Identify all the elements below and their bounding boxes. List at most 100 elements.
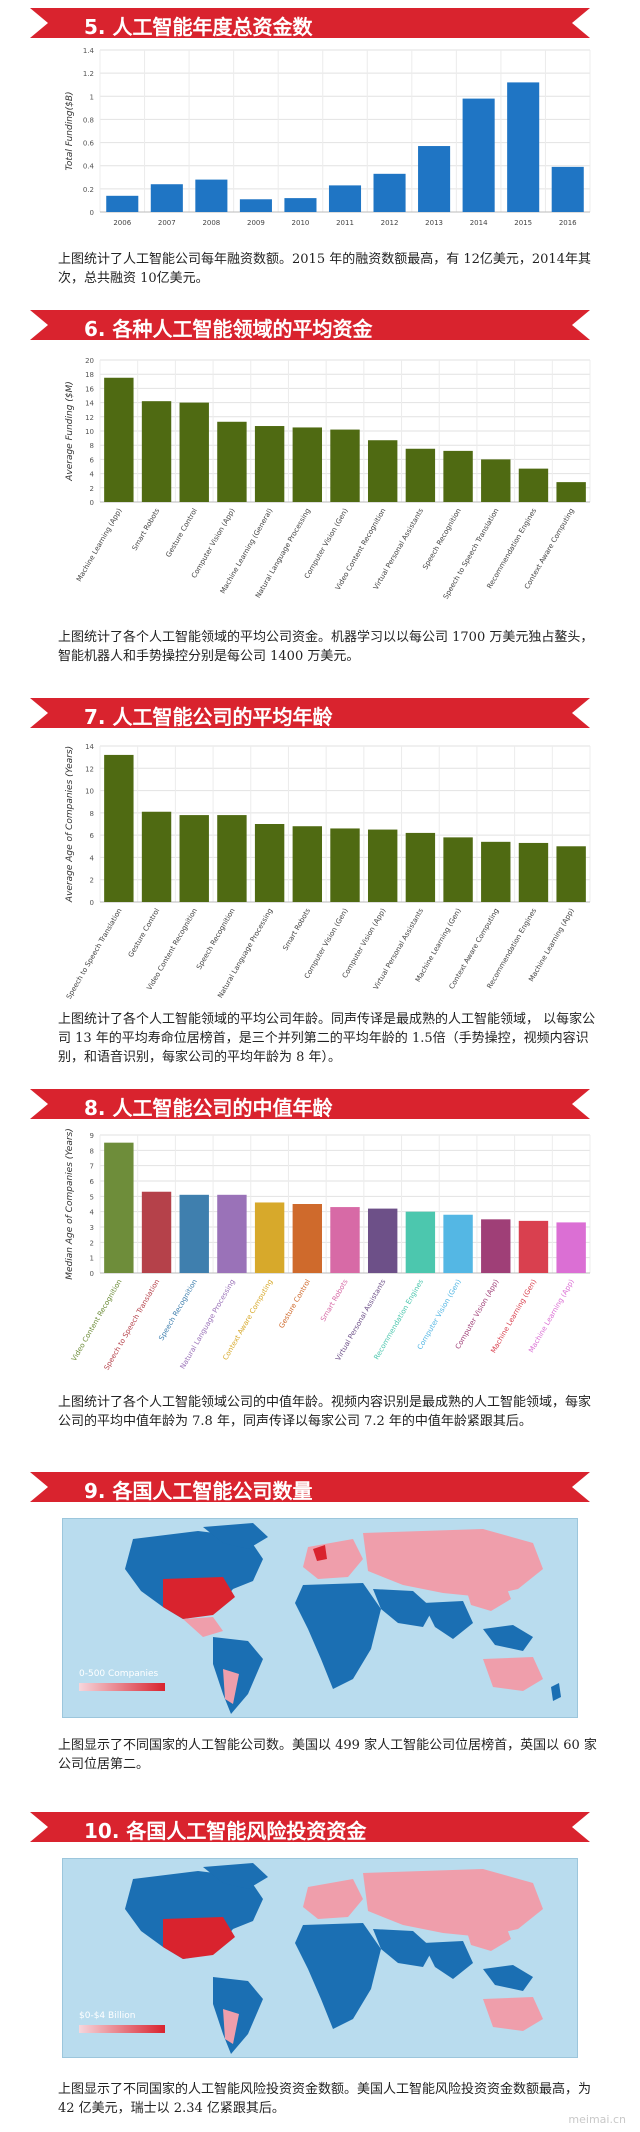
x-tick-label: Computer Vision (App): [341, 907, 388, 980]
section-title: 9. 各国人工智能公司数量: [84, 1479, 313, 1503]
bar: [254, 426, 285, 502]
section-average-funding: 6. 各种人工智能领域的平均资金 0 2 4 6 8 10 12 14 16 18 20 Averag…: [0, 300, 640, 680]
section-median-age: 8. 人工智能公司的中值年龄 0 1 2 3 4 5 6 7 8 9 Median Age of C…: [0, 1085, 640, 1455]
bar: [179, 402, 209, 502]
bar: [239, 199, 272, 212]
bar: [367, 1208, 398, 1273]
bar: [418, 146, 451, 212]
y-tick-label: 8: [90, 810, 94, 818]
x-tick-label: 2014: [470, 219, 488, 227]
bar: [141, 1191, 172, 1273]
y-tick-label: 1: [90, 1255, 94, 1263]
x-tick-label: Smart Robots: [319, 1278, 350, 1323]
x-tick-label: Speech Recognition: [195, 907, 237, 971]
y-tick-label: 1: [90, 93, 94, 101]
bar: [443, 837, 473, 902]
map-legend-label: 0-500 Companies: [79, 1669, 159, 1679]
y-tick-label: 3: [90, 1224, 94, 1232]
bar: [405, 1211, 436, 1273]
world-map: $0-$4 Billion: [62, 1858, 578, 2058]
x-tick-label: 2009: [247, 219, 265, 227]
y-tick-label: 0.6: [83, 140, 95, 148]
x-tick-label: Machine Learning (App): [527, 1278, 576, 1354]
bar: [556, 1222, 586, 1273]
bar: [292, 427, 323, 502]
section-venture-funding-map: 10. 各国人工智能风险投资资金 $0-$4 Billion 上图显示了不同国家…: [0, 1792, 640, 2132]
bar: [104, 377, 134, 502]
section-caption: 上图统计了各个人工智能领域的平均公司年龄。同声传译是最成熟的人工智能领域， 以每…: [58, 1012, 596, 1065]
y-tick-label: 0: [90, 499, 94, 507]
x-tick-label: Computer Vision (Gen): [416, 1278, 463, 1351]
x-tick-label: Computer Vision (Gen): [303, 907, 350, 980]
y-tick-label: 4: [90, 1209, 95, 1217]
map-legend-gradient: [79, 2025, 165, 2033]
map-legend-gradient: [79, 1683, 165, 1691]
bar: [104, 1142, 134, 1273]
y-axis-label: Median Age of Companies (Years): [65, 1128, 75, 1279]
x-tick-label: 2013: [425, 219, 443, 227]
bar: [330, 828, 360, 902]
x-tick-label: 2011: [336, 219, 354, 227]
bar: [217, 1194, 247, 1273]
bar: [518, 842, 549, 902]
bar: [367, 829, 398, 902]
x-tick-label: Gesture Control: [164, 507, 199, 559]
y-tick-label: 0.4: [83, 163, 95, 171]
y-tick-label: 4: [90, 854, 95, 862]
bar: [195, 179, 228, 212]
y-axis-label: Average Age of Companies (Years): [65, 746, 75, 903]
x-tick-label: Computer Vision (Gen): [303, 507, 350, 580]
section-banner: 8. 人工智能公司的中值年龄: [30, 1089, 590, 1120]
section-title: 7. 人工智能公司的平均年龄: [84, 705, 333, 729]
section-banner: 6. 各种人工智能领域的平均资金: [30, 310, 590, 341]
y-tick-label: 9: [90, 1132, 94, 1140]
section-title: 6. 各种人工智能领域的平均资金: [84, 317, 373, 341]
y-tick-label: 12: [85, 414, 94, 422]
y-tick-label: 1.2: [83, 70, 94, 78]
bar: [141, 401, 172, 502]
x-tick-label: 2010: [292, 219, 310, 227]
section-banner: 9. 各国人工智能公司数量: [30, 1472, 590, 1503]
bar: [518, 468, 549, 502]
x-tick-label: 2007: [158, 219, 176, 227]
y-axis-label: Total Funding($B): [65, 91, 75, 170]
bar: [217, 815, 247, 902]
x-tick-label: Smart Robots: [281, 907, 312, 952]
bar: [179, 1194, 209, 1273]
x-tick-label: Machine Learning (App): [75, 507, 124, 583]
bar: [443, 450, 473, 502]
bar: [141, 811, 172, 902]
y-tick-label: 8: [90, 442, 94, 450]
bar: [292, 1204, 323, 1273]
bar: [330, 1207, 360, 1273]
bar: [254, 824, 285, 902]
section-banner: 5. 人工智能年度总资金数: [30, 8, 590, 39]
bar: [179, 815, 209, 902]
bar: [106, 195, 139, 212]
bar: [292, 826, 323, 902]
median-age-chart: 0 1 2 3 4 5 6 7 8 9 Median Age of Companies (Years…: [65, 1128, 591, 1372]
y-tick-label: 6: [90, 456, 95, 464]
y-axis-label: Average Funding ($M): [65, 381, 75, 482]
section-average-age: 7. 人工智能公司的平均年龄 0 2 4 6 8 10 12 14 Average Age of…: [0, 690, 640, 1080]
x-tick-label: Gesture Control: [278, 1278, 313, 1330]
bar: [556, 482, 586, 502]
y-tick-label: 10: [85, 788, 94, 796]
x-tick-label: Machine Learning (App): [527, 907, 576, 983]
section-banner: 10. 各国人工智能风险投资资金: [30, 1812, 590, 1843]
section-company-count-map: 9. 各国人工智能公司数量 0-500 Companies 上图显示了不同国家的…: [0, 1460, 640, 1790]
x-tick-label: 2015: [514, 219, 532, 227]
y-tick-label: 12: [85, 765, 94, 773]
x-tick-label: Speech Recognition: [157, 1278, 199, 1342]
y-tick-label: 2: [90, 877, 94, 885]
section-caption: 上图统计了各个人工智能领域的平均公司资金。机器学习以以每公司 1700 万美元独…: [58, 630, 594, 664]
y-tick-label: 20: [85, 357, 94, 365]
x-tick-label: Gesture Control: [127, 907, 162, 959]
x-tick-label: 2012: [381, 219, 399, 227]
y-tick-label: 14: [85, 743, 94, 751]
bar: [443, 1214, 473, 1273]
watermark: meimai.cn: [568, 2113, 626, 2126]
y-tick-label: 0: [90, 209, 94, 217]
bar: [405, 832, 436, 902]
y-tick-label: 0.8: [83, 116, 94, 124]
